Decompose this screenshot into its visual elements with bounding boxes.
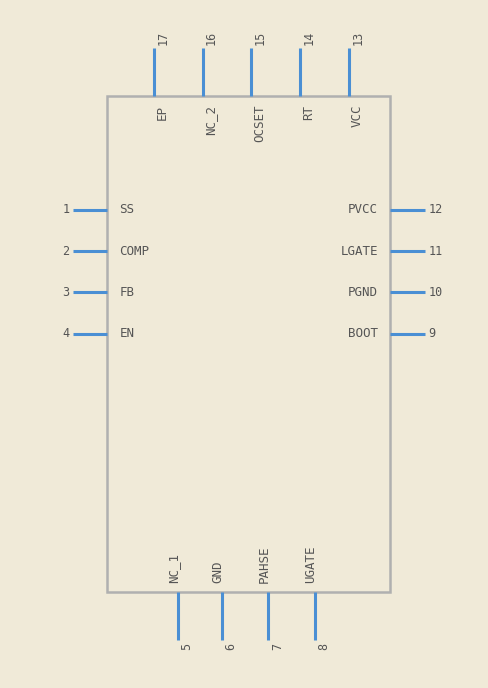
- Text: PVCC: PVCC: [348, 204, 378, 216]
- Text: RT: RT: [302, 105, 315, 120]
- Text: 16: 16: [205, 31, 218, 45]
- Text: VCC: VCC: [351, 105, 364, 127]
- Text: 13: 13: [351, 31, 365, 45]
- Text: PGND: PGND: [348, 286, 378, 299]
- Text: OCSET: OCSET: [253, 105, 266, 142]
- Text: COMP: COMP: [120, 245, 149, 257]
- Text: LGATE: LGATE: [341, 245, 378, 257]
- Text: 10: 10: [428, 286, 443, 299]
- Text: BOOT: BOOT: [348, 327, 378, 340]
- Text: 1: 1: [62, 204, 69, 216]
- Text: EN: EN: [120, 327, 135, 340]
- Text: UGATE: UGATE: [304, 546, 317, 583]
- Text: 4: 4: [62, 327, 69, 340]
- Text: SS: SS: [120, 204, 135, 216]
- Text: 17: 17: [156, 31, 169, 45]
- Text: 9: 9: [428, 327, 436, 340]
- Text: NC_1: NC_1: [167, 553, 180, 583]
- Text: 6: 6: [224, 643, 238, 649]
- Text: FB: FB: [120, 286, 135, 299]
- Text: 7: 7: [271, 643, 284, 649]
- Text: 15: 15: [254, 31, 267, 45]
- Text: 3: 3: [62, 286, 69, 299]
- Text: 2: 2: [62, 245, 69, 257]
- Text: NC_2: NC_2: [204, 105, 218, 135]
- Text: 14: 14: [303, 31, 316, 45]
- Text: 12: 12: [428, 204, 443, 216]
- Text: EP: EP: [156, 105, 169, 120]
- Text: 8: 8: [317, 643, 330, 649]
- Text: 5: 5: [181, 643, 194, 649]
- Text: GND: GND: [211, 561, 224, 583]
- Text: 11: 11: [428, 245, 443, 257]
- Text: PAHSE: PAHSE: [257, 546, 270, 583]
- Bar: [107, 96, 390, 592]
